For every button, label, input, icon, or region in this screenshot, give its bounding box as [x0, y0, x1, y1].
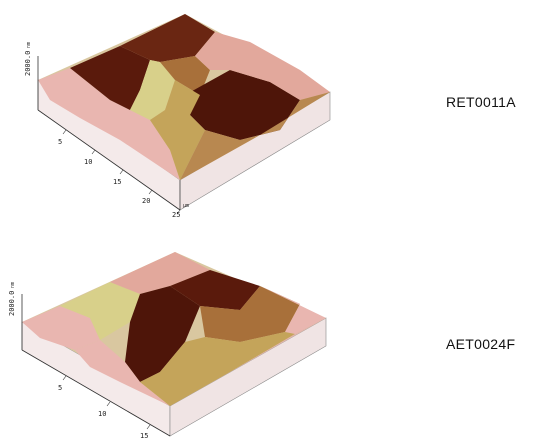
z-tick-label: 2000.0	[24, 51, 32, 76]
sample-label: AET0024F	[446, 336, 516, 352]
surface-region-dark-top	[170, 270, 260, 310]
surface-region-channel-dark	[125, 286, 200, 382]
x-tick-label: 20	[142, 197, 150, 205]
afm-panel-bottom: 5 10 15 2000.0 nm AET0024F	[0, 222, 548, 444]
z-unit-label: nm	[10, 282, 16, 288]
x-tick-label: 15	[140, 432, 148, 440]
x-axis-line	[21, 349, 171, 437]
afm-surface-plot-top: 5 10 15 20 25 µm 2000.0 nm	[24, 14, 331, 219]
surface-region-peak-right	[195, 32, 330, 100]
surface-region-front-yellow	[140, 332, 295, 406]
surface-region-peak-left	[22, 306, 100, 350]
x-axis-line	[37, 109, 181, 211]
surface-region-peak-right	[260, 286, 326, 334]
x-tick-label: 5	[58, 384, 62, 392]
x-tick-label: 15	[113, 178, 121, 186]
surface-region-ridge-mid	[160, 56, 210, 95]
surface-base-right	[169, 317, 327, 437]
xy-unit-label: µm	[183, 203, 189, 209]
surface-region-peak-pink	[38, 68, 180, 180]
surface-region-yellow-left	[60, 282, 140, 340]
x-tick-label: 25	[172, 211, 180, 219]
surface-region-basin-dark	[185, 70, 300, 140]
sample-label: RET0011A	[446, 94, 516, 110]
surface-region-front-right	[170, 318, 326, 406]
x-tick-label: 10	[98, 410, 106, 418]
surface-region-mid-right	[200, 286, 300, 342]
z-unit-label: nm	[26, 42, 32, 48]
x-tick-label: 10	[84, 158, 92, 166]
surface-region-ridge-yellow	[130, 60, 175, 120]
surface-region-front-yellow	[150, 80, 205, 180]
z-tick-label: 2000.0	[8, 291, 16, 316]
surface-region-peak-top	[110, 252, 210, 294]
surface-region-front-pink	[75, 340, 170, 406]
surface-region-dark-top	[120, 14, 215, 62]
surface-region-dark-left	[70, 46, 150, 110]
surface-region-front-right	[180, 92, 330, 180]
afm-surface-plot-bottom: 5 10 15 2000.0 nm	[8, 252, 327, 440]
afm-panel-top: 5 10 15 20 25 µm 2000.0 nm RET0011A	[24, 14, 516, 219]
x-tick-label: 5	[58, 138, 62, 146]
